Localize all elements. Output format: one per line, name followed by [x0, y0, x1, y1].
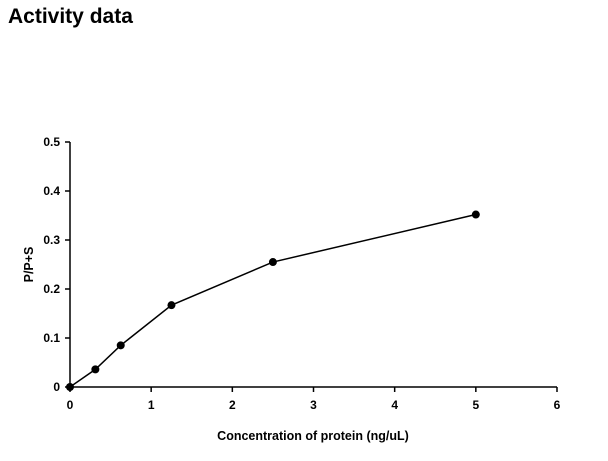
data-point	[167, 301, 176, 310]
x-tick-label: 3	[310, 398, 317, 412]
x-tick-label: 1	[148, 398, 155, 412]
x-tick-label: 0	[67, 398, 74, 412]
data-point	[66, 383, 74, 391]
y-axis-label: P/P+S	[22, 247, 36, 283]
y-tick-label: 0.4	[43, 184, 60, 198]
x-axis-label: Concentration of protein (ng/uL)	[217, 429, 409, 443]
series-line	[69, 213, 477, 388]
x-tick-label: 6	[554, 398, 561, 412]
x-tick-label: 4	[391, 398, 398, 412]
y-tick-label: 0.3	[43, 233, 60, 247]
data-point	[91, 365, 100, 374]
data-point	[471, 210, 480, 219]
x-tick-label: 2	[229, 398, 236, 412]
data-series	[66, 210, 480, 391]
page-title: Activity data	[8, 5, 133, 28]
y-tick-label: 0.1	[43, 331, 60, 345]
y-tick-label: 0.2	[43, 282, 60, 296]
y-axis-ticks: 0 0.1 0.2 0.3 0.4 0.5	[43, 135, 70, 394]
x-tick-label: 5	[472, 398, 479, 412]
y-tick-label: 0	[53, 380, 60, 394]
data-point	[116, 341, 125, 350]
y-tick-label: 0.5	[43, 135, 60, 149]
data-point	[268, 258, 277, 267]
x-axis-ticks: 0 1 2 3 4 5 6	[67, 387, 561, 412]
